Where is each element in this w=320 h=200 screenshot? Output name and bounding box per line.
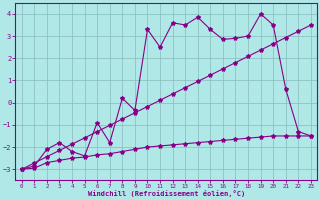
X-axis label: Windchill (Refroidissement éolien,°C): Windchill (Refroidissement éolien,°C) xyxy=(88,190,245,197)
